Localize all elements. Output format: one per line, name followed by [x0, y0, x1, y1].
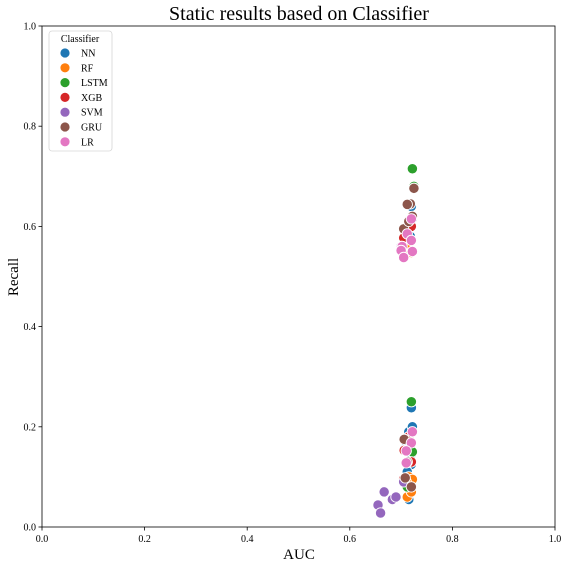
legend-marker-lr	[59, 136, 71, 148]
legend-marker-gru	[59, 121, 71, 133]
legend-marker-rf	[59, 62, 71, 74]
data-point-svm	[378, 486, 390, 498]
x-tick-label: 0.2	[138, 534, 151, 545]
data-points	[372, 163, 420, 519]
legend-title: Classifier	[61, 34, 100, 45]
legend-marker-lstm	[59, 77, 71, 88]
legend: Classifier NN RF LSTM XGB SVM GRU LR	[48, 30, 113, 152]
data-point-lr	[405, 234, 418, 247]
y-tick-label: 0.2	[24, 422, 37, 433]
data-point-lr	[400, 445, 412, 457]
data-point-lr	[398, 251, 410, 264]
legend-label-lr: LR	[81, 137, 94, 148]
y-tick-label: 0.8	[24, 122, 37, 133]
x-tick-label: 0.0	[36, 534, 49, 545]
legend-label-nn: NN	[81, 49, 95, 60]
legend-marker-xgb	[59, 92, 71, 103]
data-point-lr	[406, 245, 419, 258]
x-tick-label: 0.4	[241, 534, 254, 545]
data-point-lr	[405, 213, 418, 225]
legend-label-xgb: XGB	[81, 93, 102, 104]
x-tick-label: 0.8	[446, 534, 459, 545]
legend-label-gru: GRU	[81, 123, 103, 134]
y-tick-label: 0.6	[24, 222, 37, 233]
y-tick-label: 0.0	[24, 523, 37, 534]
x-tick-label: 1.0	[549, 534, 562, 545]
y-axis: 0.0 0.2 0.4 0.6 0.8 1.0	[24, 22, 42, 534]
data-point-lr	[400, 457, 412, 469]
legend-box	[48, 30, 113, 152]
x-axis: 0.0 0.2 0.4 0.6 0.8 1.0	[36, 527, 562, 545]
data-point-lstm	[406, 163, 419, 175]
data-point-svm	[374, 507, 387, 519]
data-point-svm	[390, 491, 402, 503]
data-point-gru	[399, 472, 411, 484]
data-point-gru	[405, 481, 418, 493]
legend-label-rf: RF	[81, 63, 94, 74]
legend-label-svm: SVM	[81, 108, 103, 119]
data-point-gru	[408, 182, 420, 194]
y-tick-label: 1.0	[24, 22, 37, 33]
data-point-gru	[401, 198, 413, 211]
chart-title: Static results based on Classifier	[169, 3, 429, 25]
x-tick-label: 0.6	[344, 534, 357, 545]
legend-marker-nn	[59, 47, 71, 59]
data-point-lstm	[405, 396, 418, 408]
plot-area	[41, 25, 556, 528]
y-axis-label: Recall	[6, 258, 22, 296]
legend-marker-svm	[59, 106, 71, 118]
x-axis-label: AUC	[283, 547, 315, 563]
legend-label-lstm: LSTM	[81, 78, 108, 89]
data-point-lr	[405, 437, 418, 449]
y-tick-label: 0.4	[24, 322, 37, 333]
data-point-lr	[406, 426, 419, 438]
